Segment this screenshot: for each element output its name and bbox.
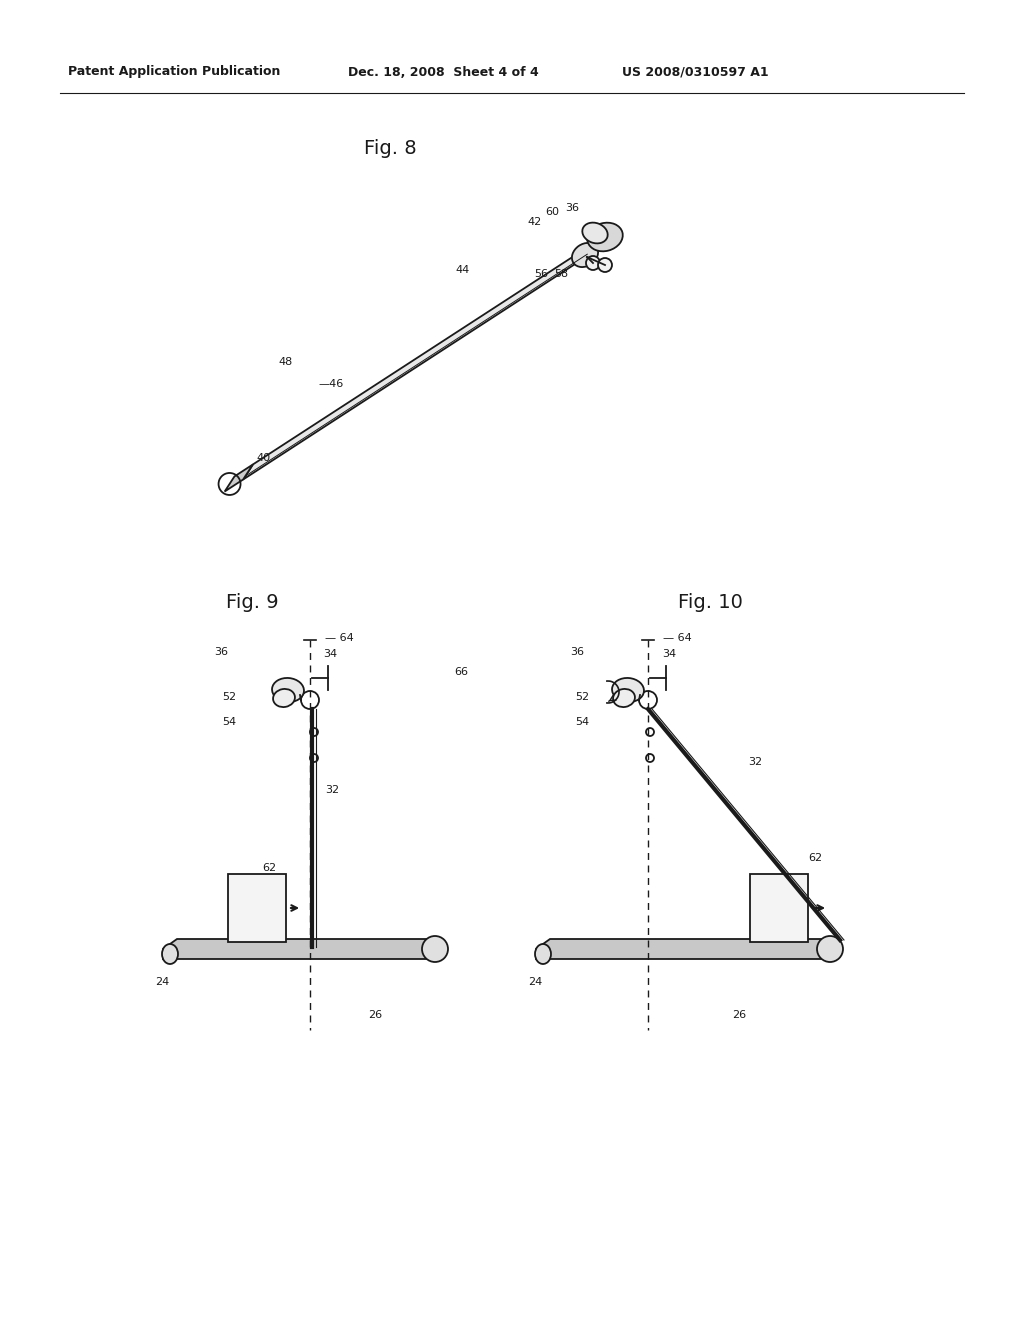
Text: 54: 54 [575,717,589,727]
Text: 36: 36 [214,647,228,657]
Text: 36: 36 [570,647,584,657]
Text: 54: 54 [222,717,237,727]
Text: 26: 26 [732,1010,746,1020]
Text: 42: 42 [527,216,542,227]
Circle shape [639,690,657,709]
Polygon shape [536,939,836,960]
Polygon shape [243,243,595,479]
Text: 62: 62 [262,863,276,873]
Text: —46: —46 [318,379,343,389]
Text: 24: 24 [528,977,543,987]
Circle shape [646,754,654,762]
Text: 32: 32 [325,785,339,795]
Text: 52: 52 [222,692,237,702]
Circle shape [646,729,654,737]
Bar [750,874,808,942]
Text: 34: 34 [323,649,337,659]
Circle shape [310,754,318,762]
Ellipse shape [535,944,551,964]
Text: 58: 58 [554,269,568,279]
Text: Dec. 18, 2008  Sheet 4 of 4: Dec. 18, 2008 Sheet 4 of 4 [348,66,539,78]
Text: 34: 34 [662,649,676,659]
Text: 44: 44 [455,265,469,275]
Text: 40: 40 [256,453,270,463]
Circle shape [422,936,449,962]
Text: 24: 24 [155,977,169,987]
Text: Patent Application Publication: Patent Application Publication [68,66,281,78]
Ellipse shape [162,944,178,964]
Text: Fig. 10: Fig. 10 [678,593,742,611]
Text: 60: 60 [545,207,559,216]
Text: 32: 32 [748,756,762,767]
Text: — 64: — 64 [663,634,692,643]
Text: US 2008/0310597 A1: US 2008/0310597 A1 [622,66,769,78]
Text: 36: 36 [565,203,579,213]
Text: 62: 62 [808,853,822,863]
Text: 66: 66 [454,667,468,677]
Ellipse shape [583,223,607,243]
Text: 48: 48 [278,356,292,367]
Text: Fig. 9: Fig. 9 [225,593,279,611]
Circle shape [310,729,318,737]
Text: — 64: — 64 [325,634,353,643]
Polygon shape [163,939,441,960]
Circle shape [586,256,600,271]
Ellipse shape [612,678,644,702]
Ellipse shape [572,243,598,267]
Text: 52: 52 [575,692,589,702]
Circle shape [817,936,843,962]
Bar [228,874,286,942]
Ellipse shape [613,689,635,708]
Text: Fig. 8: Fig. 8 [364,139,417,157]
Ellipse shape [272,678,304,702]
Polygon shape [224,465,253,491]
Circle shape [598,257,612,272]
Text: 56: 56 [534,269,548,279]
Ellipse shape [587,223,623,251]
Ellipse shape [273,689,295,708]
Circle shape [301,690,319,709]
Text: 26: 26 [368,1010,382,1020]
